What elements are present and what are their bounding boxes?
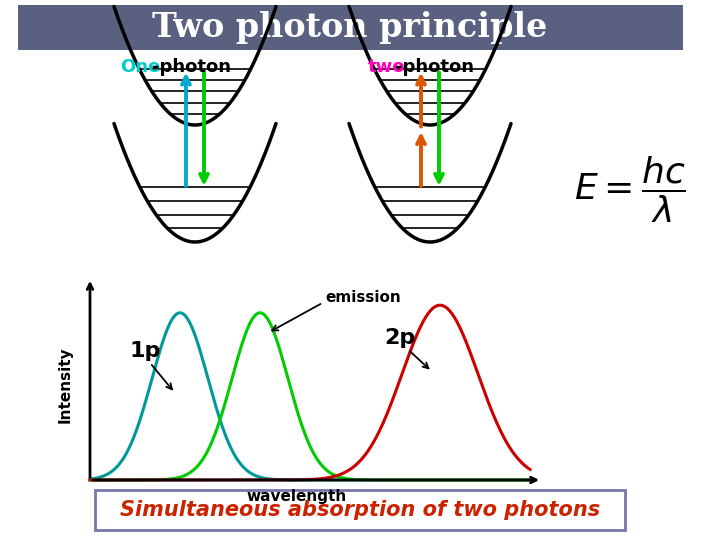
Text: $\mathit{E} = \dfrac{hc}{\lambda}$: $\mathit{E} = \dfrac{hc}{\lambda}$ — [574, 155, 686, 225]
Text: 2p: 2p — [384, 327, 415, 348]
Bar — [18, 5, 683, 50]
Text: Intensity: Intensity — [58, 347, 73, 423]
Bar — [95, 490, 625, 530]
Text: 1p: 1p — [130, 341, 161, 361]
Text: -photon: -photon — [395, 58, 474, 76]
Text: Simultaneous absorption of two photons: Simultaneous absorption of two photons — [120, 500, 600, 520]
Text: emission: emission — [325, 290, 401, 305]
Text: One: One — [120, 58, 161, 76]
Text: two: two — [368, 58, 405, 76]
Text: -photon: -photon — [152, 58, 231, 76]
Text: wavelength: wavelength — [247, 489, 347, 503]
Text: Two photon principle: Two photon principle — [153, 10, 548, 44]
